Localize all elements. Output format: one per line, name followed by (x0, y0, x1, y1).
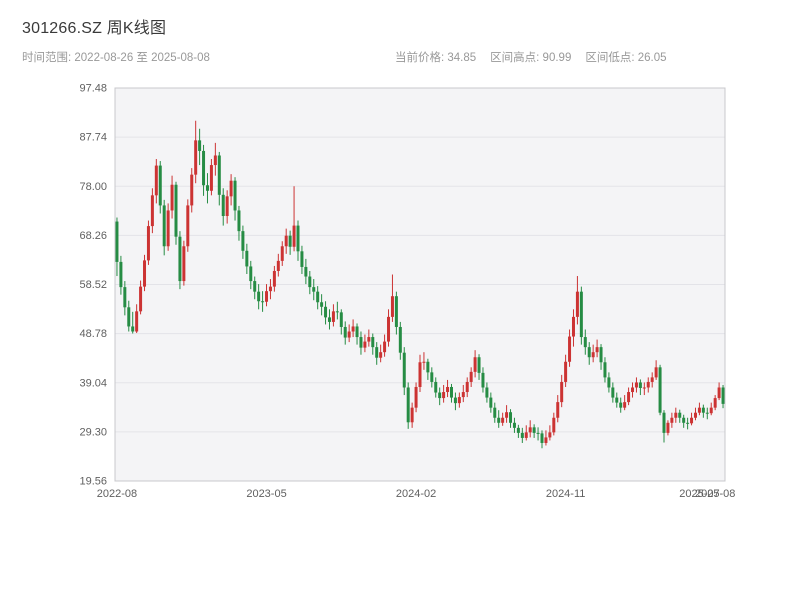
y-tick-label: 48.78 (79, 328, 107, 340)
y-tick-label: 29.30 (79, 426, 107, 438)
x-tick-label: 2025-08 (695, 488, 735, 500)
current-price-label: 当前价格: 34.85 (395, 52, 477, 64)
y-tick-label: 19.56 (79, 476, 107, 488)
range-high-label: 区间高点: 90.99 (490, 52, 572, 64)
y-tick-label: 58.52 (79, 279, 107, 291)
x-tick-label: 2022-08 (97, 488, 137, 500)
chart-title: 301266.SZ 周K线图 (22, 20, 167, 37)
y-tick-label: 87.74 (79, 132, 107, 144)
y-tick-label: 68.26 (79, 230, 107, 242)
x-tick-label: 2024-02 (396, 488, 436, 500)
y-axis-labels: 97.48 87.74 78.00 68.26 58.52 48.78 39.04 29.30… (79, 83, 107, 488)
x-tick-label: 2025-07 (679, 488, 719, 500)
stats-row: 当前价格: 34.85 区间高点: 90.99 区间低点: 26.05 (395, 49, 667, 65)
candlestick-series (115, 120, 725, 449)
range-low-label: 区间低点: 26.05 (585, 52, 667, 64)
x-tick-label: 2024-11 (546, 488, 586, 500)
x-tick-label: 2023-05 (246, 488, 286, 500)
y-tick-label: 78.00 (79, 181, 107, 193)
date-range-label: 时间范围: 2022-08-26 至 2025-08-08 (22, 52, 210, 64)
y-tick-label: 39.04 (79, 377, 107, 389)
plot-border (114, 87, 726, 482)
x-axis-labels: 2022-08 2023-05 2024-02 2024-11 2025-072025-… (97, 488, 736, 500)
y-tick-label: 97.48 (79, 83, 107, 95)
